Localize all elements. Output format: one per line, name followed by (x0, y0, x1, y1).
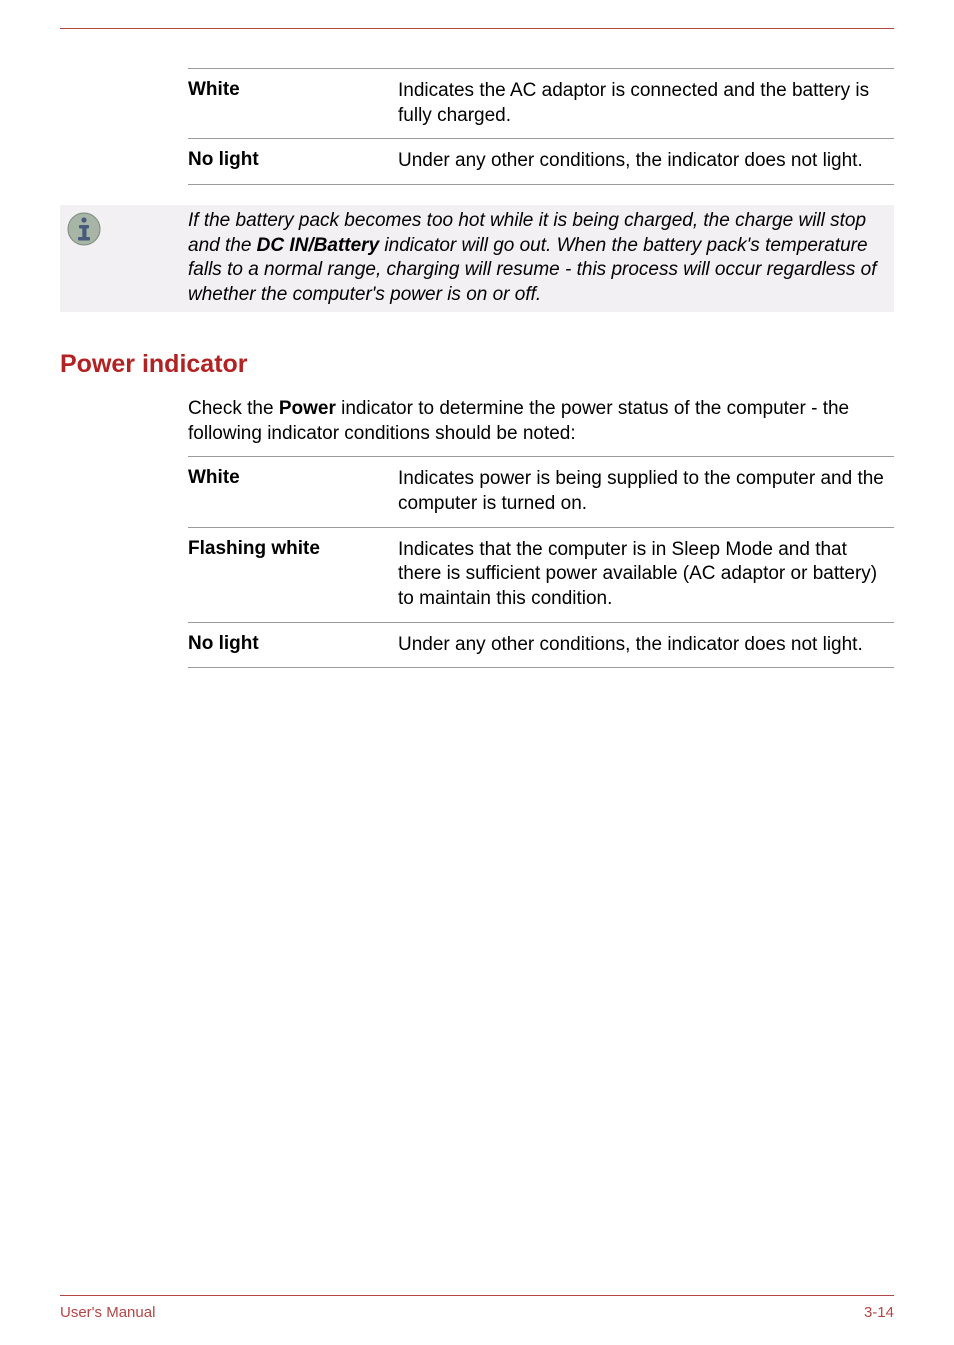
term-description: Indicates power is being supplied to the… (398, 467, 894, 516)
table-row: No light Under any other conditions, the… (188, 623, 894, 669)
term-description: Under any other conditions, the indicato… (398, 149, 894, 174)
term-label: No light (188, 633, 398, 658)
table-row: Flashing white Indicates that the comput… (188, 528, 894, 623)
footer-right: 3-14 (864, 1304, 894, 1321)
term-description: Indicates that the computer is in Sleep … (398, 538, 894, 612)
section-heading-power-indicator: Power indicator (60, 350, 894, 379)
page-footer: User's Manual 3-14 (60, 1295, 894, 1321)
intro-text: Check the (188, 398, 279, 419)
bottom-rule (60, 1295, 894, 1296)
term-description: Under any other conditions, the indicato… (398, 633, 894, 658)
section-intro: Check the Power indicator to determine t… (188, 397, 894, 446)
page-content: White Indicates the AC adaptor is connec… (60, 68, 894, 668)
info-icon (60, 209, 188, 308)
term-description: Indicates the AC adaptor is connected an… (398, 79, 894, 128)
term-label: Flashing white (188, 538, 398, 612)
note-text-bold: DC IN/Battery (257, 235, 379, 256)
top-rule (60, 28, 894, 29)
intro-bold: Power (279, 398, 336, 419)
footer-row: User's Manual 3-14 (60, 1304, 894, 1321)
term-label: White (188, 467, 398, 516)
table-row: White Indicates power is being supplied … (188, 456, 894, 527)
note-text: If the battery pack becomes too hot whil… (188, 209, 894, 308)
power-indicator-table: White Indicates power is being supplied … (188, 456, 894, 668)
table-row: White Indicates the AC adaptor is connec… (188, 68, 894, 139)
dc-in-battery-table: White Indicates the AC adaptor is connec… (188, 68, 894, 185)
table-row: No light Under any other conditions, the… (188, 139, 894, 185)
term-label: White (188, 79, 398, 128)
footer-left: User's Manual (60, 1304, 155, 1321)
note-block: If the battery pack becomes too hot whil… (60, 205, 894, 312)
term-label: No light (188, 149, 398, 174)
